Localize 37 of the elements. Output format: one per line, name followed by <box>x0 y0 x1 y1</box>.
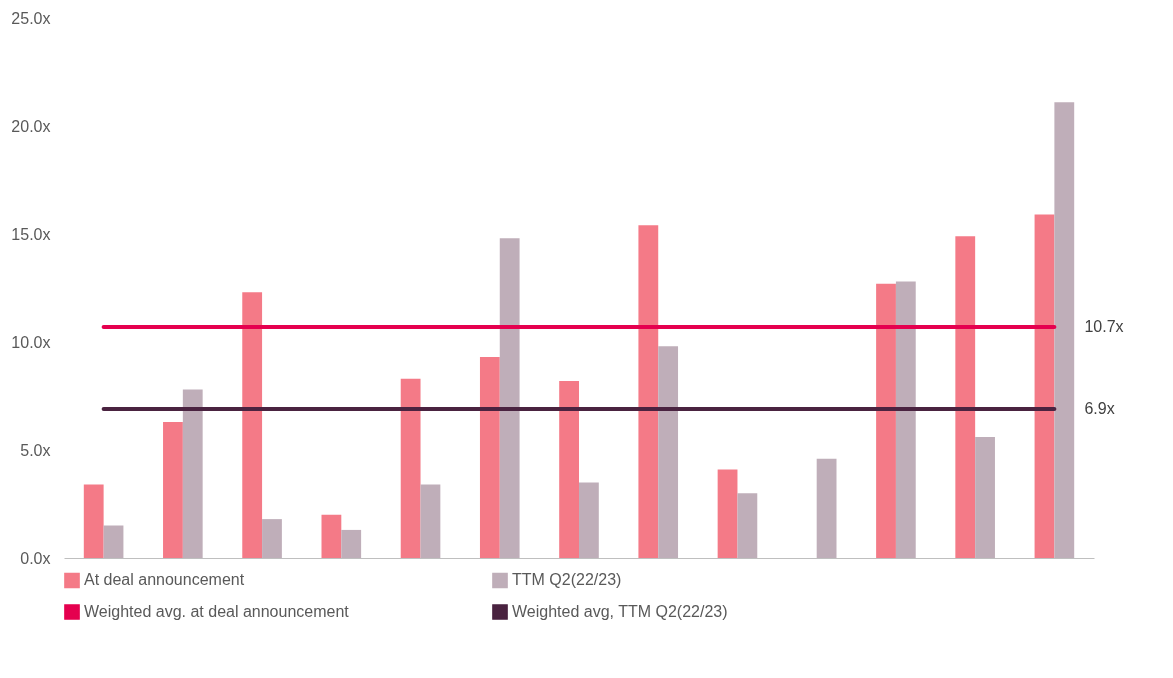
bar <box>420 484 441 558</box>
data-label: 6.9x <box>1084 399 1115 417</box>
bar <box>559 380 579 558</box>
bar <box>658 346 679 558</box>
bar <box>321 514 342 558</box>
y-tick-label: 25.0x <box>11 9 51 27</box>
bar <box>103 525 124 558</box>
bar <box>737 493 758 558</box>
legend-label: TTM Q2(22/23) <box>512 571 622 589</box>
bar <box>242 292 263 558</box>
bar <box>182 389 203 558</box>
bar <box>341 529 362 558</box>
bar <box>895 281 916 558</box>
bar <box>499 238 520 558</box>
y-tick-label: 0.0x <box>20 549 51 567</box>
legend-label: Weighted avg. at deal announcement <box>84 603 350 620</box>
data-label: 10.7x <box>1084 317 1124 335</box>
bar <box>400 378 421 558</box>
bar <box>479 357 500 558</box>
bar <box>638 225 659 558</box>
bar <box>83 484 104 558</box>
bar <box>717 469 738 558</box>
y-tick-label: 5.0x <box>20 441 51 459</box>
legend-label: Weighted avg, TTM Q2(22/23) <box>512 603 728 620</box>
y-tick-label: 15.0x <box>11 225 51 243</box>
bar <box>816 458 837 558</box>
y-tick-label: 10.0x <box>11 333 51 351</box>
bar <box>955 236 976 558</box>
bar <box>262 519 282 558</box>
y-tick-label: 20.0x <box>11 117 51 135</box>
bar <box>1034 214 1055 558</box>
bar <box>1054 102 1075 558</box>
bar <box>163 421 183 558</box>
bar <box>975 437 995 558</box>
bar <box>579 482 599 558</box>
legend-label: At deal announcement <box>84 571 245 589</box>
bar <box>876 283 896 558</box>
